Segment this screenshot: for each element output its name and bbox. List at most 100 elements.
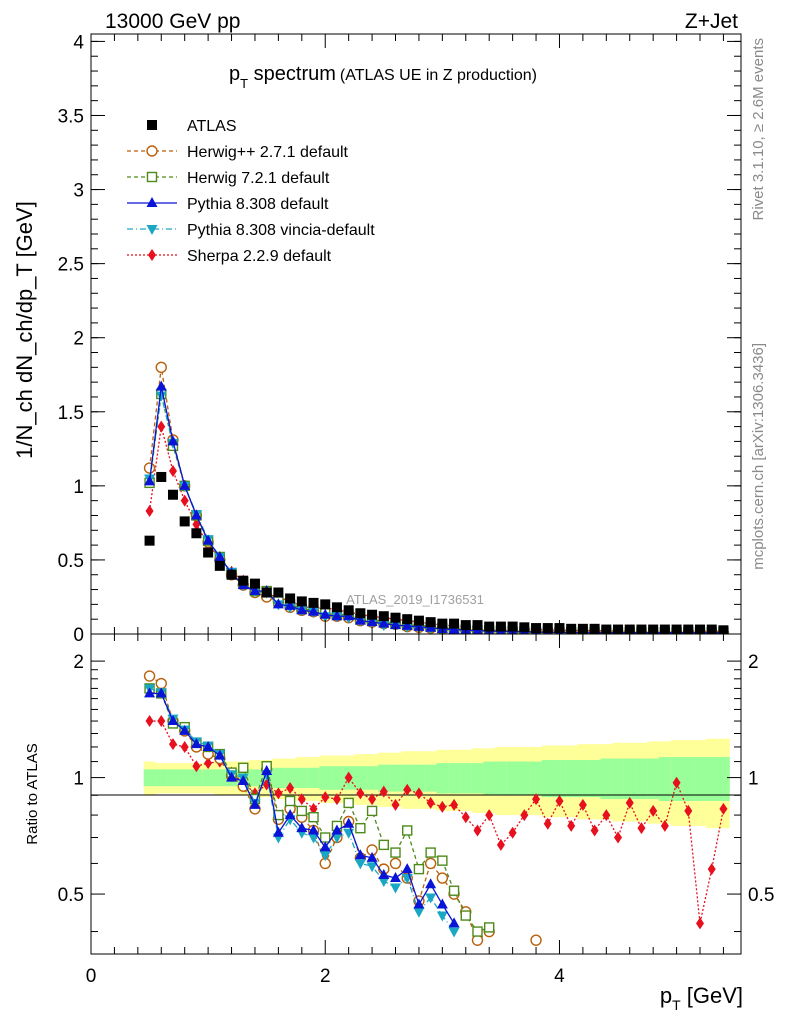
main-point-pythia-8-308-default xyxy=(144,475,156,486)
main-ytick-label: 2.5 xyxy=(58,255,84,276)
main-point-atlas xyxy=(413,615,424,626)
ratio-point-sherpa-2-2-9-default xyxy=(426,796,435,809)
ratio-point-pythia-8-308-vincia-default xyxy=(448,927,460,938)
ratio-point-sherpa-2-2-9-default xyxy=(672,776,681,789)
ratio-point-herwig-7-2-1-default xyxy=(308,811,319,823)
ratio-ytick-label-right: 1 xyxy=(748,769,759,790)
main-point-atlas xyxy=(144,535,155,546)
ratio-point-sherpa-2-2-9-default xyxy=(696,917,705,930)
ratio-band-stat xyxy=(495,761,508,796)
ratio-xtick-label: 2 xyxy=(320,966,331,987)
ratio-point-sherpa-2-2-9-default xyxy=(532,793,541,806)
ratio-point-sherpa-2-2-9-default xyxy=(496,838,505,851)
ratio-point-herwig-7-2-1-default xyxy=(390,847,401,858)
ratio-point-sherpa-2-2-9-default xyxy=(684,804,693,817)
ratio-ytick-label: 1 xyxy=(73,769,84,790)
main-point-atlas xyxy=(273,587,284,598)
main-point-sherpa-2-2-9-default xyxy=(145,505,154,518)
legend-label: Pythia 8.308 default xyxy=(187,196,329,213)
main-point-atlas xyxy=(261,587,272,598)
ratio-xtick-label: 0 xyxy=(86,966,97,987)
ratio-point-sherpa-2-2-9-default xyxy=(391,798,400,811)
ratio-point-herwig-7-2-1-default xyxy=(343,797,354,809)
main-point-atlas xyxy=(320,599,331,610)
ratio-point-pythia-8-308-default xyxy=(366,851,378,862)
main-point-atlas xyxy=(308,597,319,608)
ratio-point-herwig-7-2-1-default xyxy=(320,832,331,843)
ratio-point-herwig-7-2-1-default xyxy=(425,847,436,858)
main-point-atlas xyxy=(343,605,354,616)
ratio-point-herwig-2-7-1-default xyxy=(389,857,402,870)
legend-item-herwig-2-7-1-default: Herwig++ 2.7.1 default xyxy=(127,144,349,161)
main-point-atlas xyxy=(519,622,530,633)
ratio-point-herwig-7-2-1-default xyxy=(284,795,296,807)
main-point-atlas xyxy=(460,620,471,631)
main-point-atlas xyxy=(156,471,167,482)
ratio-band-stat xyxy=(213,769,227,787)
main-point-pythia-8-308-default xyxy=(190,509,202,520)
main-point-atlas xyxy=(449,618,460,629)
ratio-point-pythia-8-308-vincia-default xyxy=(390,883,402,894)
ratio-point-sherpa-2-2-9-default xyxy=(660,819,669,832)
ratio-point-sherpa-2-2-9-default xyxy=(614,831,623,844)
ratio-xlabel: pT [GeV] xyxy=(660,983,743,1013)
main-point-pythia-8-308-default xyxy=(319,608,331,619)
ratio-point-pythia-8-308-vincia-default xyxy=(331,833,343,844)
main-point-sherpa-2-2-9-default xyxy=(168,465,177,478)
title-subscript: T xyxy=(240,76,248,91)
ratio-point-herwig-7-2-1-default xyxy=(437,855,448,866)
main-point-atlas xyxy=(507,621,518,632)
ratio-point-pythia-8-308-default xyxy=(226,771,238,782)
main-point-atlas xyxy=(659,624,670,634)
ratio-point-pythia-8-308-default xyxy=(284,809,296,820)
main-point-atlas xyxy=(179,516,190,527)
ratio-band-stat xyxy=(436,763,449,794)
ratio-band-stat xyxy=(366,766,379,790)
ratio-point-pythia-8-308-vincia-default xyxy=(425,893,437,904)
ratio-band-stat xyxy=(319,766,332,790)
ratio-point-sherpa-2-2-9-default xyxy=(145,715,154,728)
ratio-band-stat xyxy=(577,760,590,798)
ratio-axes: 0.5 0.5 1 1 2 2 0 2 4 xyxy=(58,634,774,987)
ratio-point-sherpa-2-2-9-default xyxy=(567,819,576,832)
title-note: (ATLAS UE in Z production) xyxy=(340,67,537,84)
legend-label: Herwig 7.2.1 default xyxy=(187,170,330,187)
ratio-point-pythia-8-308-default xyxy=(272,826,284,837)
ratio-point-pythia-8-308-vincia-default xyxy=(319,851,331,862)
ratio-point-sherpa-2-2-9-default xyxy=(649,804,658,817)
main-point-herwig-2-7-1-default xyxy=(143,462,156,474)
ratio-band-stat xyxy=(565,760,578,798)
main-point-atlas xyxy=(683,624,694,634)
ratio-band-stat xyxy=(541,760,555,798)
ratio-band-stat xyxy=(705,757,719,801)
legend-item-sherpa-2-2-9-default: Sherpa 2.2.9 default xyxy=(127,248,332,265)
ratio-band-stat xyxy=(659,757,672,801)
ratio-point-sherpa-2-2-9-default xyxy=(578,798,587,811)
ratio-band-stat xyxy=(518,761,531,796)
main-point-pythia-8-308-default xyxy=(284,599,296,610)
title-p: p xyxy=(229,63,240,85)
ratio-point-pythia-8-308-vincia-default xyxy=(366,862,378,873)
ratio-point-herwig-7-2-1-default xyxy=(483,922,495,933)
ratio-band-stat xyxy=(167,769,180,787)
ratio-point-sherpa-2-2-9-default xyxy=(438,800,447,813)
ratio-band-stat xyxy=(623,758,637,800)
ratio-point-sherpa-2-2-9-default xyxy=(344,771,353,784)
ratio-point-sherpa-2-2-9-default xyxy=(274,787,283,800)
ratio-point-pythia-8-308-default xyxy=(144,687,156,698)
ratio-point-herwig-7-2-1-default xyxy=(296,805,308,817)
legend-item-pythia-8-308-vincia-default: Pythia 8.308 vincia-default xyxy=(127,222,375,239)
ratio-point-pythia-8-308-default xyxy=(249,798,261,809)
ratio-point-sherpa-2-2-9-default xyxy=(379,785,388,798)
ratio-point-pythia-8-308-vincia-default xyxy=(378,877,390,888)
main-point-atlas xyxy=(437,618,448,629)
main-point-pythia-8-308-default xyxy=(202,534,214,545)
legend: ATLAS Herwig++ 2.7.1 default Herwig 7.2.1 … xyxy=(127,118,375,265)
main-point-pythia-8-308-default xyxy=(401,619,413,630)
legend-marker-swatch xyxy=(147,120,157,130)
ratio-band-stat xyxy=(295,767,309,788)
main-ylabel: 1/N_ch dN_ch/dp_T [GeV] xyxy=(12,201,37,459)
ratio-band-stat xyxy=(389,764,402,792)
ratio-series-group xyxy=(143,670,728,946)
ratio-uncertainty-bands xyxy=(143,738,730,829)
